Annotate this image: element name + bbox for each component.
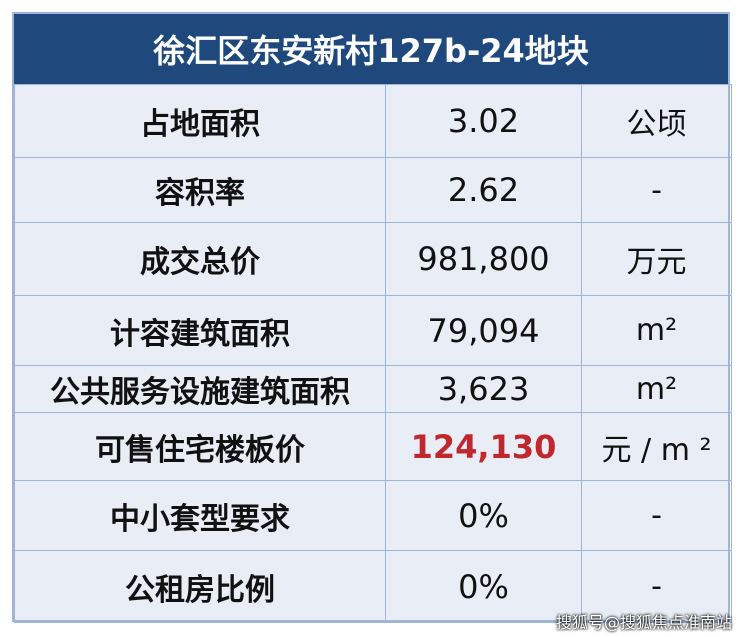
- table-frame: 徐汇区东安新村127b-24地块 占地面积 3.02 公顷 容积率 2.62- 成交总价 9…: [12, 12, 732, 623]
- data-table: 占地面积 3.02 公顷 容积率 2.62- 成交总价 981,800 万元 计容建筑面积 79,…: [14, 84, 732, 623]
- row-value: 124,130: [385, 412, 582, 481]
- table-row: 公共服务设施建筑面积 3,623 m²: [14, 365, 732, 413]
- row-value: 79,094: [385, 295, 582, 366]
- table-row: 中小套型要求 0% -: [14, 480, 732, 551]
- row-unit: m²: [581, 295, 732, 366]
- row-unit: -: [581, 550, 732, 623]
- row-unit: 公顷: [581, 84, 732, 158]
- row-unit: -: [581, 480, 732, 551]
- row-label: 计容建筑面积: [14, 295, 386, 366]
- row-value: 2.62: [385, 157, 582, 223]
- table-row: 公租房比例 0% -: [14, 550, 732, 623]
- table-row: 计容建筑面积 79,094 m²: [14, 295, 732, 366]
- row-label: 公共服务设施建筑面积: [14, 365, 386, 413]
- row-value: 981,800: [385, 222, 582, 296]
- table-row: 容积率 2.62-: [14, 157, 732, 223]
- row-unit: -: [581, 157, 732, 223]
- row-unit: 元 / m ²: [581, 412, 732, 481]
- row-unit: 万元: [581, 222, 732, 296]
- row-label: 占地面积: [14, 84, 386, 158]
- table-row: 可售住宅楼板价 124,130 元 / m ²: [14, 412, 732, 481]
- row-value: 0%: [385, 550, 582, 623]
- row-label: 公租房比例: [14, 550, 386, 623]
- watermark: 搜狐号@搜狐焦点淮南站: [555, 613, 732, 632]
- row-value: 3.02: [385, 84, 582, 158]
- row-value: 3,623: [385, 365, 582, 413]
- table-row: 占地面积 3.02 公顷: [14, 84, 732, 158]
- row-label: 可售住宅楼板价: [14, 412, 386, 481]
- table-title: 徐汇区东安新村127b-24地块: [14, 14, 728, 84]
- table-row: 成交总价 981,800 万元: [14, 222, 732, 296]
- row-label: 成交总价: [14, 222, 386, 296]
- row-value: 0%: [385, 480, 582, 551]
- row-unit: m²: [581, 365, 732, 413]
- row-label: 容积率: [14, 157, 386, 223]
- row-label: 中小套型要求: [14, 480, 386, 551]
